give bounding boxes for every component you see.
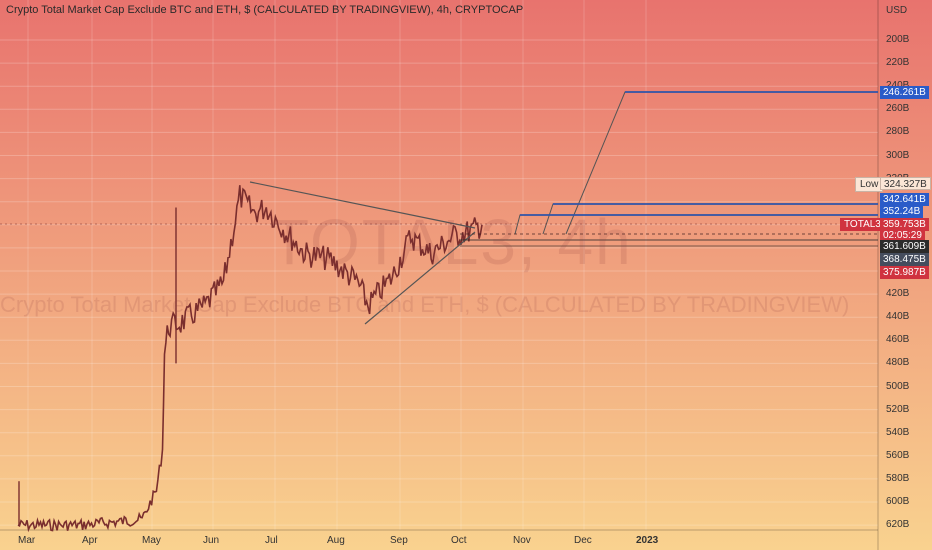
low-price-tag: 324.327B bbox=[880, 177, 931, 190]
y-tick-label: 440B bbox=[886, 311, 910, 323]
watermark-description: Crypto Total Market Cap Exclude BTC and … bbox=[0, 292, 850, 317]
y-tick-label: 200B bbox=[886, 34, 910, 45]
last-price-tag: 359.753B bbox=[880, 218, 929, 231]
y-tick-label: 420B bbox=[886, 288, 910, 300]
y-tick-label: 540B bbox=[886, 426, 910, 438]
level-tag-4: 368.475B bbox=[880, 253, 929, 266]
y-tick-label: 500B bbox=[886, 380, 910, 392]
level-tag-5: 375.987B bbox=[880, 266, 929, 279]
y-tick-label: 240B bbox=[886, 80, 909, 91]
y-tick-label: 460B bbox=[886, 334, 910, 346]
x-tick-label: Apr bbox=[82, 535, 98, 546]
y-tick-label: 220B bbox=[886, 57, 910, 69]
x-tick-label: Dec bbox=[574, 535, 592, 546]
y-tick-label: 600B bbox=[886, 496, 910, 507]
x-tick-label: Jun bbox=[203, 535, 220, 546]
y-tick-label: 520B bbox=[886, 403, 910, 415]
x-tick-label: Sep bbox=[390, 535, 408, 546]
x-tick-label: Mar bbox=[18, 535, 36, 546]
level-tag-1: 342.641B bbox=[880, 193, 929, 206]
watermark-symbol: TOTAL3, 4h bbox=[270, 206, 633, 278]
y-tick-label: 560B bbox=[886, 449, 910, 461]
x-tick-label: Aug bbox=[327, 535, 345, 546]
triangle-upper-line bbox=[249, 181, 476, 229]
symbol-chip: TOTAL3 bbox=[840, 218, 885, 231]
y-tick-label: 620B bbox=[886, 519, 910, 531]
chart-title: Crypto Total Market Cap Exclude BTC and … bbox=[6, 4, 524, 16]
countdown-tag: 02:05:29 bbox=[880, 229, 925, 242]
y-tick-label: 480B bbox=[886, 357, 910, 369]
x-tick-label: Oct bbox=[451, 535, 467, 546]
x-tick-label: Nov bbox=[513, 535, 531, 546]
y-tick-label: 300B bbox=[886, 149, 910, 161]
level-tag-2: 352.24B bbox=[880, 205, 924, 218]
x-tick-label: Jul bbox=[265, 535, 278, 546]
triangle-lower-line bbox=[364, 231, 476, 325]
y-tick-label: 260B bbox=[886, 103, 910, 115]
level-tag-3: 361.609B bbox=[880, 240, 929, 253]
x-tick-label: 2023 bbox=[636, 535, 659, 546]
y-tick-label: 280B bbox=[886, 126, 910, 138]
price-series-line bbox=[17, 185, 483, 533]
y-tick-label: 580B bbox=[886, 472, 910, 484]
target-price-tag: 246.261B bbox=[880, 86, 929, 99]
x-tick-label: May bbox=[142, 535, 161, 546]
currency-label[interactable]: USD bbox=[886, 5, 908, 16]
